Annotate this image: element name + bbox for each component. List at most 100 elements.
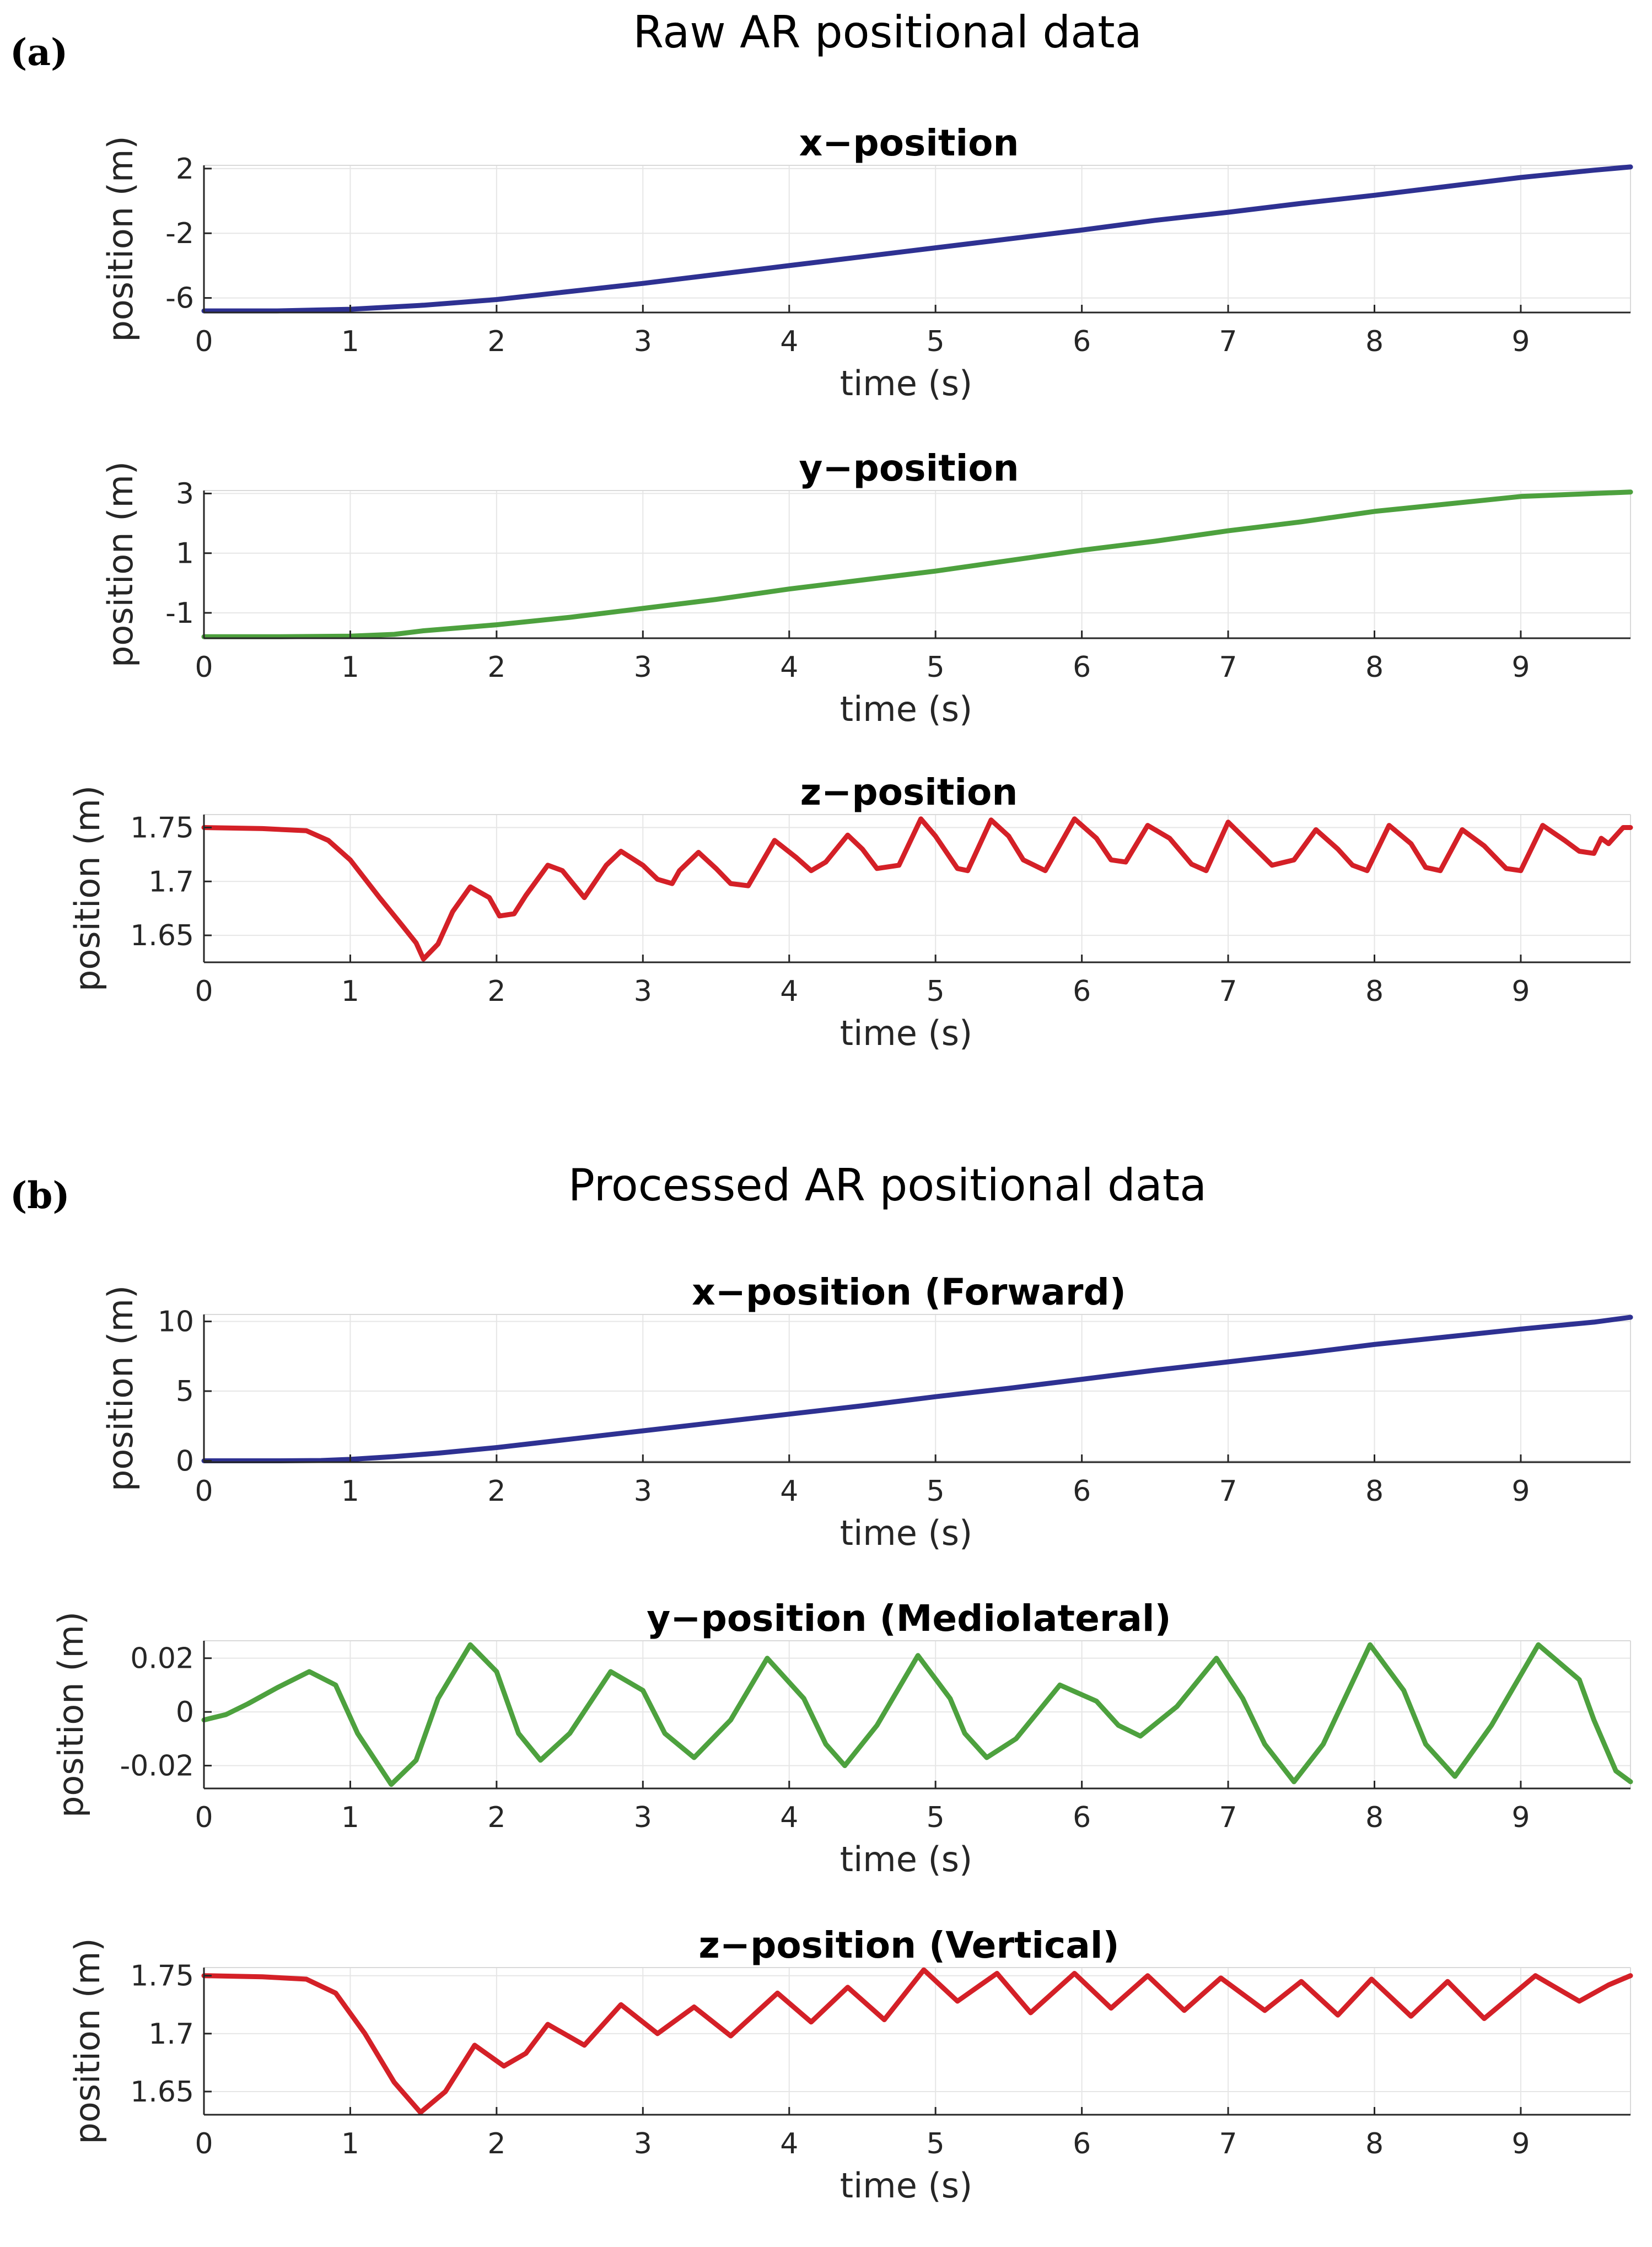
x-tick-label: 8 [1365, 975, 1384, 1008]
x-tick-label: 5 [927, 975, 945, 1008]
x-tick-label: 5 [927, 2127, 945, 2160]
x-tick-label: 6 [1073, 1475, 1091, 1508]
x-axis-label: time (s) [840, 1013, 972, 1053]
x-tick-label: 2 [487, 651, 505, 684]
y-tick-label: 0 [176, 1696, 194, 1729]
charts-container: 0 1 2 3 4 5 6 7 8 9 -6 -2 2 x−position time (s) positio… [51, 122, 1633, 2206]
chart-processed-z: 0 1 2 3 4 5 6 7 8 9 1.65 1.7 1.75 z−position (Vertica… [67, 1924, 1633, 2206]
x-tick-label: 4 [780, 975, 798, 1008]
y-tick-label: 1 [176, 537, 194, 570]
x-tick-label: 9 [1511, 325, 1530, 358]
x-tick-label: 8 [1365, 2127, 1384, 2160]
y-tick-label: 0.02 [130, 1642, 194, 1675]
plot-title-processed-y: y−position (Mediolateral) [647, 1597, 1171, 1640]
x-tick-label: 4 [780, 325, 798, 358]
x-tick-label: 9 [1511, 2127, 1530, 2160]
x-tick-label: 1 [341, 325, 359, 358]
chart-raw-z: 0 1 2 3 4 5 6 7 8 9 1.65 1.7 1.75 z−position time (s) p… [67, 771, 1633, 1053]
x-axis-label: time (s) [840, 1513, 972, 1553]
x-tick-label: 7 [1219, 975, 1237, 1008]
y-tick-label: 1.65 [130, 919, 194, 952]
x-tick-label: 4 [780, 651, 798, 684]
x-tick-label: 0 [195, 1475, 213, 1508]
series-line-raw-x [201, 164, 1633, 314]
series-line-processed-x [201, 1314, 1633, 1463]
x-tick-label: 7 [1219, 651, 1237, 684]
x-tick-label: 3 [634, 651, 652, 684]
x-tick-label: 4 [780, 2127, 798, 2160]
x-axis-label: time (s) [840, 689, 972, 729]
x-tick-label: 7 [1219, 2127, 1237, 2160]
x-tick-label: 1 [341, 1801, 359, 1834]
x-tick-label: 5 [927, 1801, 945, 1834]
x-tick-label: 6 [1073, 651, 1091, 684]
x-tick-label: 9 [1511, 1801, 1530, 1834]
x-tick-label: 8 [1365, 1475, 1384, 1508]
x-tick-label: 2 [487, 975, 505, 1008]
plot-title-processed-z: z−position (Vertical) [698, 1924, 1119, 1966]
x-tick-label: 5 [927, 1475, 945, 1508]
y-axis-label: position (m) [100, 461, 141, 667]
y-tick-label: -2 [165, 217, 194, 250]
y-axis-label: position (m) [67, 785, 107, 992]
x-tick-label: 4 [780, 1475, 798, 1508]
x-tick-label: 6 [1073, 975, 1091, 1008]
x-tick-label: 6 [1073, 325, 1091, 358]
x-tick-label: 7 [1219, 1801, 1237, 1834]
x-tick-label: 8 [1365, 651, 1384, 684]
x-tick-label: 0 [195, 651, 213, 684]
x-tick-label: 2 [487, 1801, 505, 1834]
y-tick-label: 1.65 [130, 2076, 194, 2109]
y-tick-label: -0.02 [120, 1750, 194, 1783]
x-tick-label: 8 [1365, 325, 1384, 358]
y-tick-label: 1.7 [148, 2018, 194, 2051]
plot-title-raw-x: x−position [799, 122, 1019, 164]
x-tick-label: 5 [927, 651, 945, 684]
series-line-processed-z [201, 1967, 1633, 2115]
chart-raw-x: 0 1 2 3 4 5 6 7 8 9 -6 -2 2 x−position time (s) positio… [100, 122, 1633, 403]
x-axis-label: time (s) [840, 1839, 972, 1879]
x-tick-label: 5 [927, 325, 945, 358]
x-tick-label: 2 [487, 2127, 505, 2160]
x-axis-label: time (s) [840, 363, 972, 403]
x-tick-label: 8 [1365, 1801, 1384, 1834]
y-tick-label: 1.75 [130, 1960, 194, 1993]
x-tick-label: 0 [195, 2127, 213, 2160]
x-tick-label: 9 [1511, 651, 1530, 684]
y-tick-label: 1.75 [130, 811, 194, 844]
y-tick-label: -1 [165, 597, 194, 630]
y-tick-label: -6 [165, 282, 194, 315]
x-tick-label: 3 [634, 325, 652, 358]
x-tick-label: 0 [195, 975, 213, 1008]
x-tick-label: 2 [487, 325, 505, 358]
y-tick-label: 3 [176, 477, 194, 510]
x-tick-label: 1 [341, 975, 359, 1008]
x-tick-label: 1 [341, 2127, 359, 2160]
panel-label-a: (a) [10, 31, 68, 74]
y-axis-label: position (m) [100, 1285, 141, 1491]
x-tick-label: 3 [634, 1475, 652, 1508]
x-tick-label: 3 [634, 1801, 652, 1834]
x-tick-label: 9 [1511, 1475, 1530, 1508]
x-tick-label: 1 [341, 651, 359, 684]
y-axis-label: position (m) [51, 1612, 91, 1818]
x-tick-label: 6 [1073, 1801, 1091, 1834]
chart-raw-y: 0 1 2 3 4 5 6 7 8 9 -1 1 3 y−position time (s) position… [100, 447, 1633, 729]
y-tick-label: 1.7 [148, 865, 194, 898]
x-axis-label: time (s) [840, 2165, 972, 2206]
y-tick-label: 10 [158, 1306, 194, 1339]
panel-label-b: (b) [10, 1174, 70, 1217]
x-tick-label: 7 [1219, 325, 1237, 358]
plot-title-raw-y: y−position [799, 447, 1019, 489]
chart-processed-x: 0 1 2 3 4 5 6 7 8 9 0 5 10 x−position (Forward) time (… [100, 1271, 1633, 1553]
section-title-processed: Processed AR positional data [568, 1160, 1207, 1211]
x-tick-label: 9 [1511, 975, 1530, 1008]
x-tick-label: 3 [634, 975, 652, 1008]
x-tick-label: 6 [1073, 2127, 1091, 2160]
x-tick-label: 2 [487, 1475, 505, 1508]
x-tick-label: 0 [195, 1801, 213, 1834]
x-tick-label: 3 [634, 2127, 652, 2160]
plot-title-raw-z: z−position [800, 771, 1018, 813]
